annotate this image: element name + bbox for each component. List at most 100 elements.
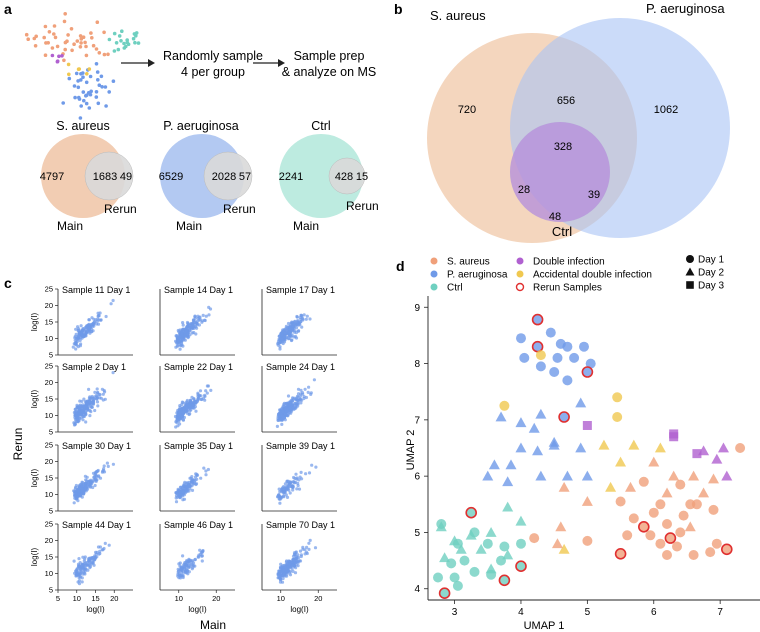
umap-y-tick-label: 7 [414,415,420,426]
panel-label-d: d [396,258,405,274]
scatter-point [80,405,84,409]
scatter-point [192,330,196,335]
scatter-point [97,318,101,322]
scatter-point [299,554,303,559]
scatter-point [278,345,282,349]
scatter-point [282,568,286,572]
scatter-point [96,469,100,473]
scatter-point [294,472,298,476]
scatter-point [78,493,82,497]
umap-point-day2 [698,487,710,498]
scatter-point [74,415,78,419]
scatter-point [282,572,286,576]
cluster-point [61,101,65,105]
scatter-point [290,333,294,338]
scatter-point [298,549,303,553]
umap-point-day1 [612,392,623,403]
scatter-point [76,325,80,329]
scatter-point [76,489,80,493]
umap-point-day1 [558,411,570,423]
main-label: Main [293,219,319,233]
panel-title: Sample 46 Day 1 [164,520,233,530]
scatter-point [185,398,189,403]
umap-point-day1 [535,350,546,361]
scatter-point [179,485,183,490]
umap-point-day2 [575,442,587,453]
scatter-point [204,473,208,477]
umap-point-day2 [598,439,610,450]
umap-point-day2 [668,470,680,481]
umap-point-day1 [708,504,719,515]
cluster-point [50,53,55,58]
scatter-point [275,424,279,428]
scatter-point [204,389,208,393]
umap-point-day1 [516,333,526,344]
cluster-point [90,36,94,40]
cluster-point [91,43,96,48]
panel-title: Sample 14 Day 1 [164,285,233,295]
scatter-point [287,488,291,492]
umap-point-day1 [433,572,443,583]
scatter-point [292,558,296,563]
scatter-point [178,574,182,578]
umap-point-day3 [582,420,592,430]
legend-label: Accidental double infection [533,270,652,281]
umap-point-day2 [475,543,487,554]
scatter-point [90,556,94,560]
scatter-panel: Sample 39 Day 1 [261,441,337,512]
legend-label: Ctrl [447,283,463,294]
cluster-point [94,90,99,94]
scatter-point [281,487,285,492]
scatter-point [177,492,181,497]
scatter-point [78,344,82,348]
scatter-point [107,543,111,547]
scatter-point [176,487,180,491]
venn-title: S. aureus [56,119,110,133]
overlap-count: 2028 [212,171,236,183]
y-tick-label: 10 [45,334,53,343]
scatter-point [182,406,186,410]
umap-y-tick-label: 5 [414,528,420,539]
overlap-count: 1683 [93,171,117,183]
cluster-point [67,72,71,77]
cluster-point [78,34,83,38]
scatter-point [186,322,190,326]
umap-point-day2 [708,473,720,484]
cluster-point [78,116,83,120]
scatter-point [278,565,283,569]
scatter-point [85,475,89,479]
flow-step-2-line2: & analyze on MS [282,65,377,79]
scatter-point [295,320,300,324]
cluster-point [60,54,64,58]
umap-point-day2 [561,470,573,481]
cluster-point [94,47,99,51]
scatter-point [199,397,203,401]
umap-point-day1 [615,496,626,507]
scatter-point [290,567,294,571]
x-tick-label: 20 [212,594,220,603]
scatter-point [93,555,97,559]
cluster-point [106,52,110,57]
legend-shape-circle [686,255,694,263]
scatter-point [76,405,80,410]
scatter-point [312,378,316,382]
scatter-point [174,345,178,349]
cluster-point [72,84,77,88]
scatter-point [103,390,107,394]
scatter-point [190,488,195,492]
scatter-point [205,384,209,388]
scatter-point [88,400,92,404]
scatter-point [293,571,298,575]
scatter-panel: Sample 46 Day 1 10 20 log(I) [159,520,235,614]
scatter-point [84,401,89,405]
legend-marker-ring [515,282,525,292]
scatter-point [106,464,110,468]
umap-point-day1 [691,499,702,510]
count-all: 328 [554,141,572,153]
scatter-point [284,401,288,406]
legend-label: Rerun Samples [533,283,602,294]
venn-title: Ctrl [311,119,330,133]
scatter-point [201,313,205,317]
scatter-point [304,317,308,321]
umap-point-day1 [516,538,526,549]
